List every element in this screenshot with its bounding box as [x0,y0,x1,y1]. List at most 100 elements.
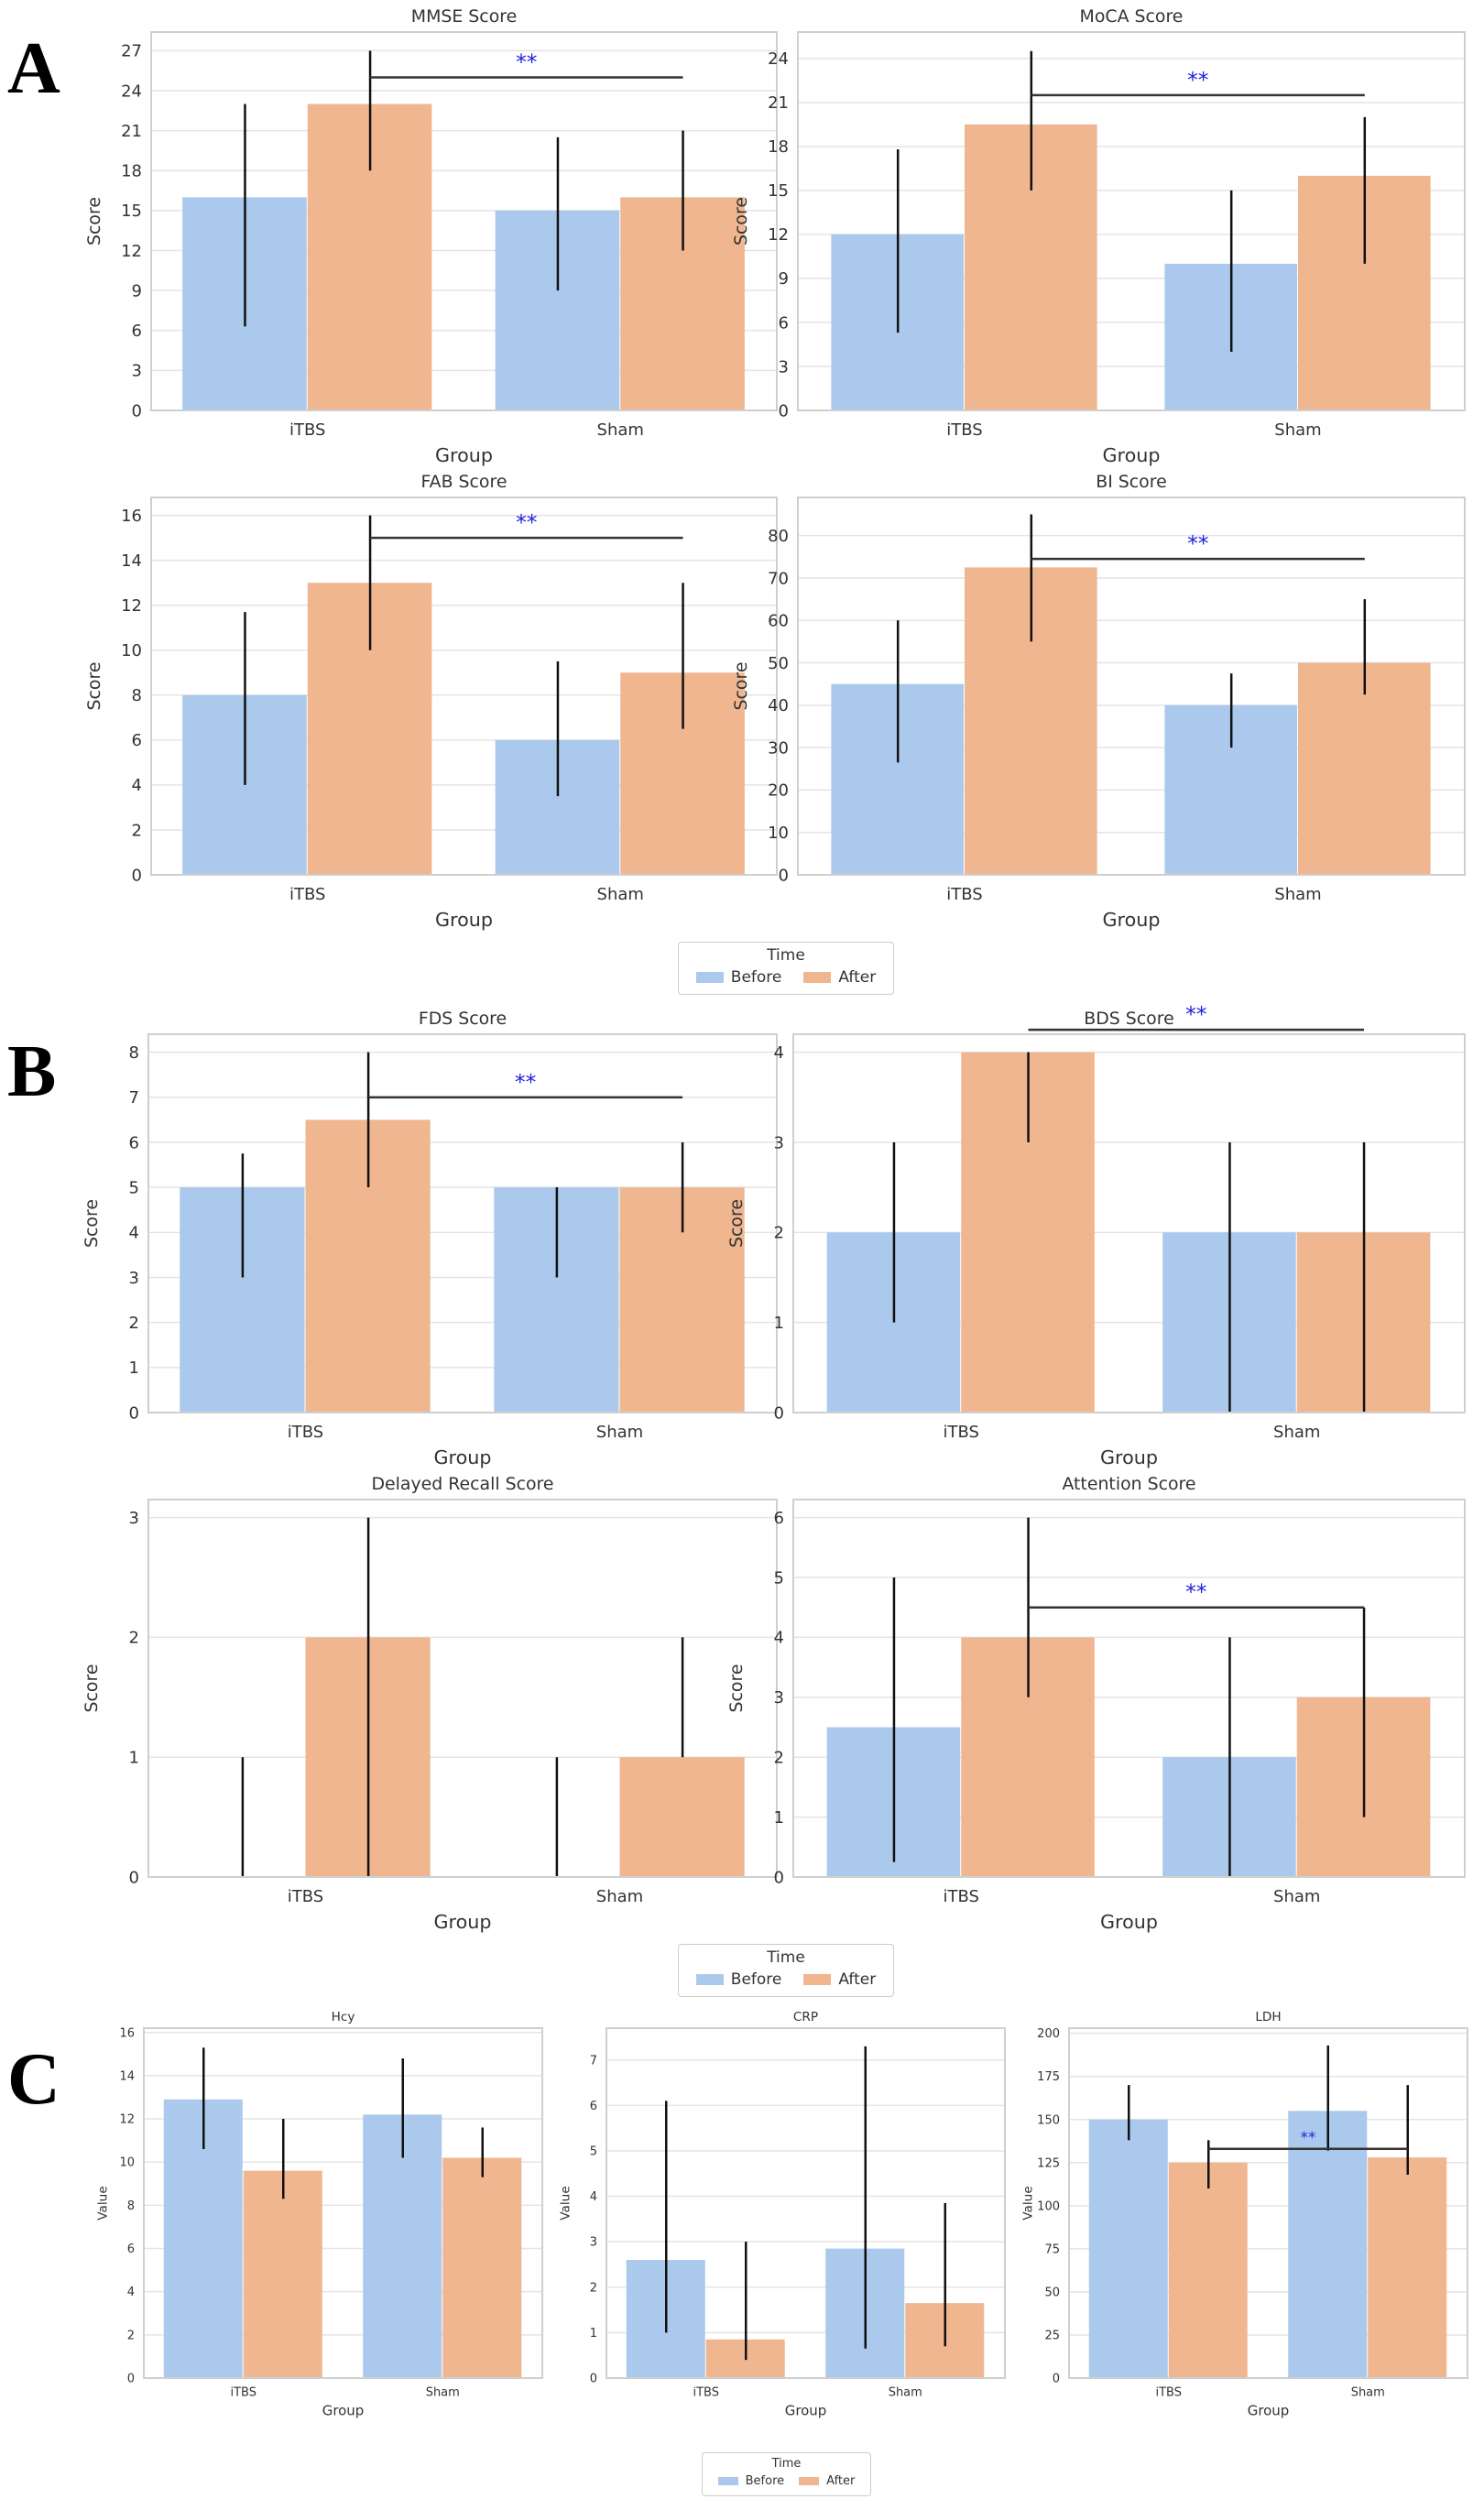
y-tick-label: 0 [132,866,142,885]
axes-frame [792,1499,1466,1878]
y-tick-label: 0 [779,866,789,885]
chart-ldh: 0 25 50 75 100 125 150 175 200 ** iTBS Sham Group LDH… [1021,2010,1468,2418]
x-tick-label: iTBS [1156,2386,1183,2400]
y-tick-label: 27 [121,42,142,61]
x-axis-label: Group [1100,1446,1158,1468]
x-axis-label: Group [322,2402,364,2418]
y-tick-label: 2 [774,1749,784,1768]
y-tick-label: 200 [1037,2027,1060,2041]
y-tick-label: 14 [121,551,142,571]
legend-title: Time [771,2457,802,2471]
bar-after-sham [1368,2157,1447,2378]
y-tick-label: 3 [132,362,142,381]
axes-frame [143,2027,543,2379]
y-tick-label: 16 [119,2026,135,2040]
y-tick-label: 125 [1037,2156,1060,2170]
y-tick-label: 6 [132,322,142,341]
x-tick-label: iTBS [944,1423,979,1442]
y-tick-label: 0 [127,2373,135,2386]
y-tick-label: 4 [129,1224,139,1243]
significance-label: ** [516,509,537,535]
axes-frame [150,497,778,876]
y-tick-label: 10 [121,641,142,660]
y-tick-label: 1 [774,1314,784,1333]
x-axis-label: Group [435,444,493,466]
legend-label-before: Before [745,2474,785,2488]
x-tick-label: Sham [596,1423,643,1442]
x-axis-label: Group [1248,2402,1289,2418]
legend-label-before: Before [730,1970,782,1989]
y-tick-label: 75 [1044,2243,1060,2256]
legend-item-after: After [803,968,876,987]
y-tick-label: 3 [774,1688,784,1708]
axes-frame [606,2027,1006,2379]
chart-moca-score: 0 3 6 9 12 15 18 21 24 ** iTBS Sham Group MoCA Score S… [731,6,1466,466]
chart-title: BI Score [1096,472,1166,492]
bar-after-sham [1298,662,1431,875]
x-tick-label: Sham [597,420,644,440]
y-axis-label: Score [84,197,104,246]
y-tick-label: 2 [129,1629,139,1648]
y-tick-label: 7 [590,2054,597,2068]
legend-item-after: After [799,2474,855,2488]
y-tick-label: 5 [590,2144,597,2158]
x-tick-label: Sham [1274,885,1321,904]
y-tick-label: 24 [121,82,142,101]
chart-bi-score: 0 10 20 30 40 50 60 70 80 ** iTBS Sham Group BI Score… [731,472,1466,931]
x-tick-label: Sham [426,2386,460,2400]
y-tick-label: 50 [768,654,789,673]
significance-label: ** [516,49,537,74]
chart-title: CRP [793,2010,818,2024]
y-tick-label: 4 [774,1043,784,1063]
legend-item-before: Before [695,1970,782,1989]
y-tick-label: 70 [768,569,789,588]
y-tick-label: 5 [129,1178,139,1197]
x-tick-label: iTBS [944,1887,979,1906]
chart-title: FAB Score [421,472,507,492]
legend-title: Time [767,1948,805,1967]
y-axis-label: Score [82,1199,102,1248]
y-tick-label: 80 [768,527,789,546]
y-tick-label: 1 [129,1749,139,1768]
y-tick-label: 60 [768,612,789,631]
y-tick-label: 2 [132,821,142,840]
y-tick-label: 9 [779,269,789,289]
x-axis-label: Group [434,1446,492,1468]
x-tick-label: Sham [1274,420,1321,440]
y-tick-label: 25 [1044,2330,1060,2343]
legend-item-after: After [803,1970,876,1989]
bar-after-itbs [243,2170,322,2378]
legend-a: Time Before After [678,942,894,995]
y-tick-label: 6 [129,1133,139,1152]
y-tick-label: 5 [774,1568,784,1588]
chart-title: Attention Score [1062,1474,1195,1494]
y-tick-label: 21 [121,122,142,141]
y-tick-label: 6 [590,2100,597,2113]
legend-swatch-before [695,1974,724,1985]
y-tick-label: 8 [129,1043,139,1063]
y-tick-label: 9 [132,281,142,300]
x-tick-label: iTBS [289,420,325,440]
y-tick-label: 2 [774,1224,784,1243]
axes-frame [150,31,778,411]
chart-crp: 0 1 2 3 4 5 6 7 iTBS Sham Group CRP Value [559,2010,1006,2418]
significance-label: ** [1185,1579,1206,1605]
y-tick-label: 175 [1037,2070,1060,2084]
y-tick-label: 7 [129,1088,139,1108]
y-tick-label: 0 [129,1868,139,1887]
y-tick-label: 10 [119,2156,135,2170]
x-tick-label: Sham [1273,1887,1320,1906]
y-tick-label: 40 [768,696,789,715]
legend-label-after: After [826,2474,856,2488]
y-tick-label: 24 [768,49,789,69]
x-axis-label: Group [1100,1911,1158,1933]
x-axis-label: Group [435,909,493,931]
x-tick-label: Sham [1273,1423,1320,1442]
legend-label-after: After [838,1970,877,1989]
y-tick-label: 18 [121,162,142,181]
axes-frame [1068,2027,1468,2379]
y-tick-label: 20 [768,781,789,801]
bar-before-sham [1288,2111,1368,2378]
